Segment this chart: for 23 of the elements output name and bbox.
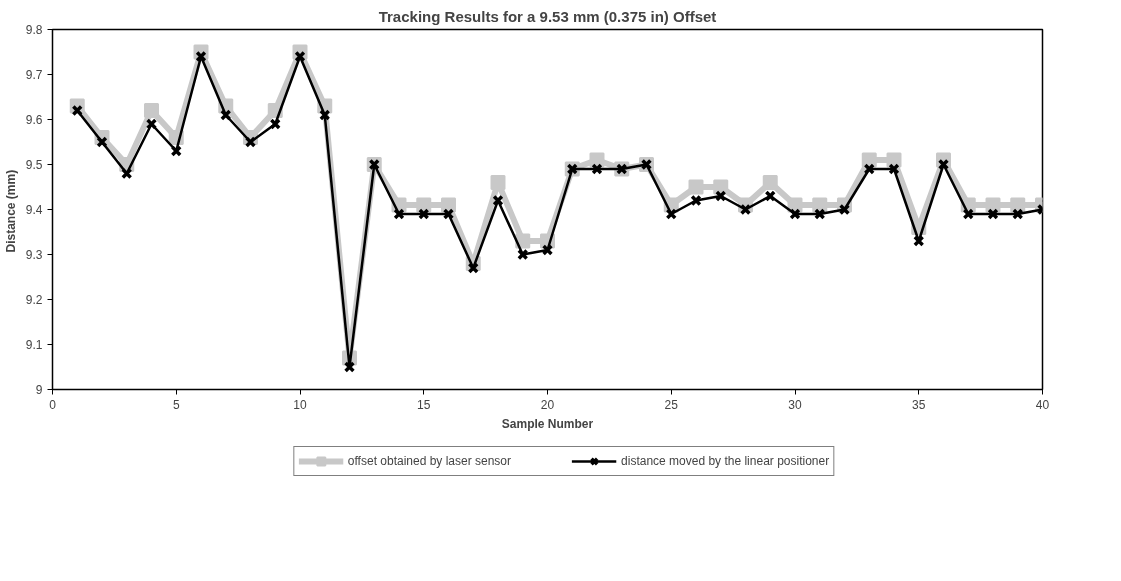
x-tick-label: 30 [788, 397, 802, 412]
y-tick-label: 9.7 [25, 68, 43, 82]
y-tick-label: 9.6 [25, 113, 43, 127]
y-tick-label: 9.5 [25, 158, 43, 172]
y-tick-label: 9.8 [25, 23, 43, 37]
x-tick-label: 10 [293, 397, 307, 412]
legend-label: distance moved by the linear positioner [621, 453, 830, 468]
y-tick-label: 9.1 [25, 338, 43, 352]
x-tick-label: 35 [912, 397, 926, 412]
chart-title: Tracking Results for a 9.53 mm (0.375 in) Offset [378, 7, 717, 25]
x-axis-title: Sample Number [501, 416, 594, 431]
x-tick-label: 40 [1035, 397, 1050, 412]
x-tick-label: 25 [664, 397, 679, 412]
x-tick-label: 20 [540, 397, 555, 412]
x-tick-label: 15 [417, 397, 431, 412]
y-tick-label: 9.3 [25, 248, 43, 262]
x-tick-label: 5 [172, 397, 180, 412]
legend-label: offset obtained by laser sensor [347, 453, 512, 468]
y-tick-label: 9 [35, 383, 43, 397]
y-tick-label: 9.4 [25, 203, 43, 217]
y-tick-label: 9.2 [25, 293, 43, 307]
x-tick-label: 0 [49, 397, 57, 412]
y-axis-title: Distance (mm) [3, 169, 18, 253]
